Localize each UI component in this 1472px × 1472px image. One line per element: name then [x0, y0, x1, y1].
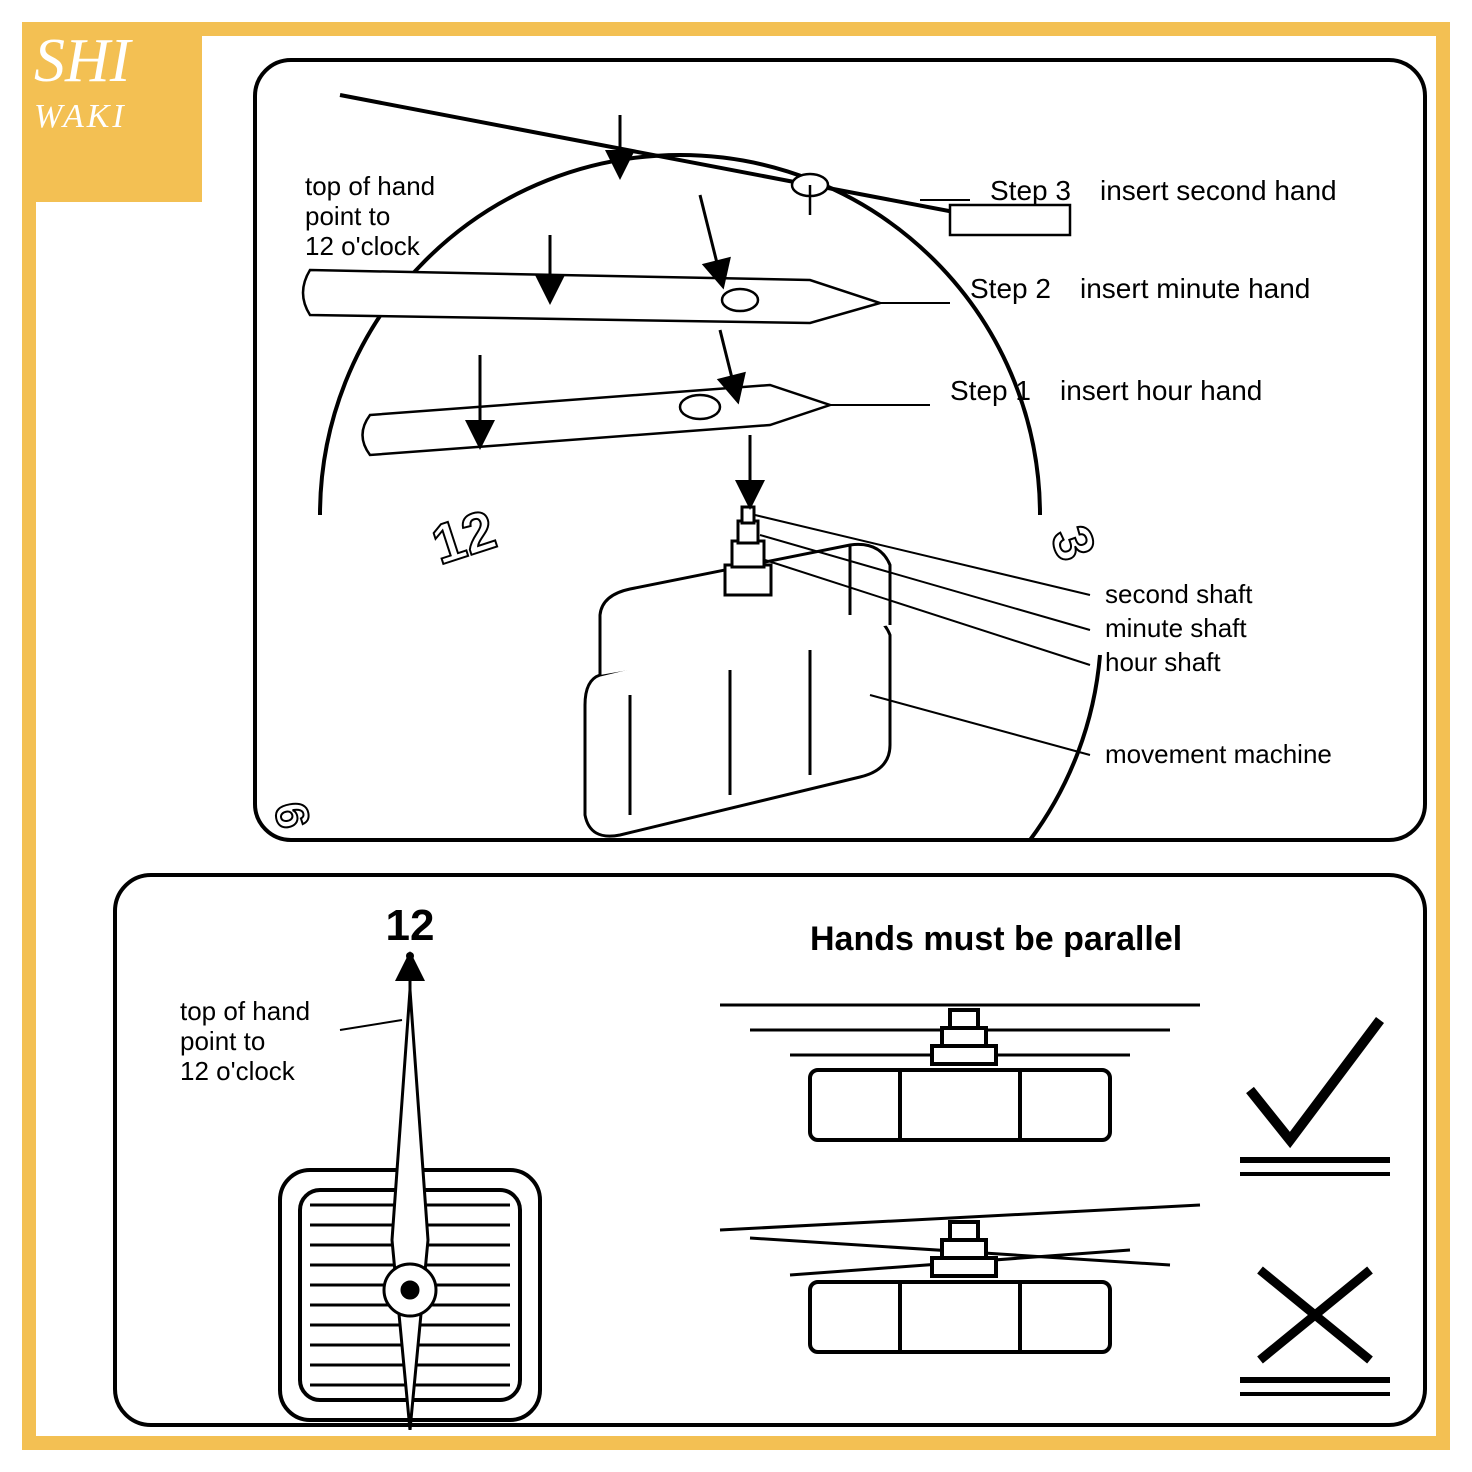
logo-line1: SHI [34, 30, 190, 92]
svg-text:movement machine: movement machine [1105, 739, 1332, 769]
step2-desc: insert minute hand [1080, 273, 1310, 304]
brand-logo: SHI WAKI [22, 22, 202, 202]
svg-text:12 o'clock: 12 o'clock [180, 1056, 296, 1086]
svg-text:top of hand: top of hand [180, 996, 310, 1026]
parallel-heading: Hands must be parallel [810, 920, 1182, 958]
panel-1: 12 3 6 9 [250, 55, 1430, 845]
svg-text:second shaft: second shaft [1105, 579, 1253, 609]
svg-text:hour shaft: hour shaft [1105, 647, 1221, 677]
logo-line2: WAKI [34, 98, 190, 136]
svg-text:minute shaft: minute shaft [1105, 613, 1247, 643]
svg-text:12: 12 [386, 901, 435, 950]
svg-text:12 o'clock: 12 o'clock [305, 231, 421, 261]
step3-label: Step 3 [990, 175, 1071, 206]
svg-text:point to: point to [305, 201, 390, 231]
step3-desc: insert second hand [1100, 175, 1337, 206]
svg-text:top of hand: top of hand [305, 171, 435, 201]
panel-2: 12 top of hand point to 12 o'clock [110, 870, 1430, 1430]
svg-text:point to: point to [180, 1026, 265, 1056]
step2-label: Step 2 [970, 273, 1051, 304]
step1-label: Step 1 [950, 375, 1031, 406]
step1-desc: insert hour hand [1060, 375, 1262, 406]
